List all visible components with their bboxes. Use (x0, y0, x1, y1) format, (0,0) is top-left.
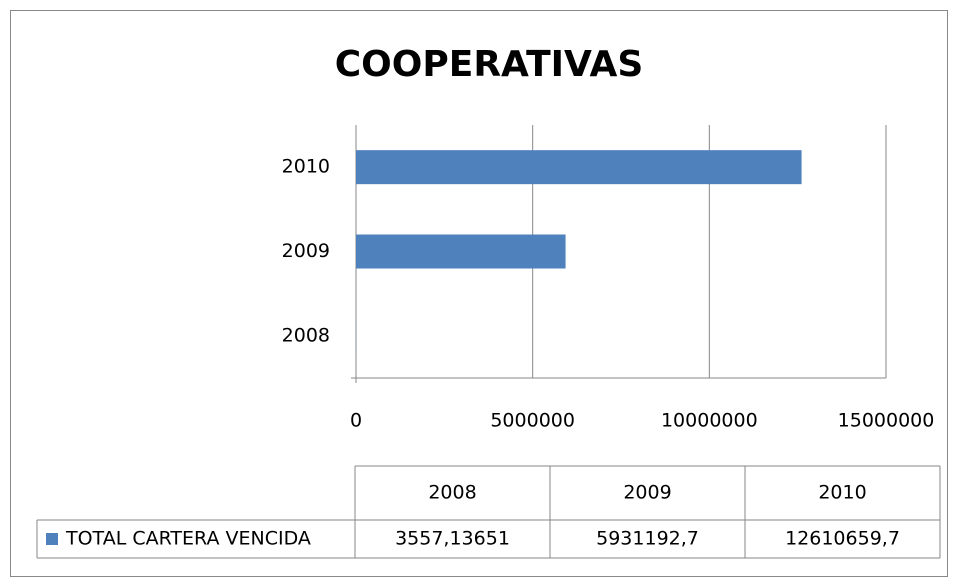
y-tick-label: 2008 (282, 324, 330, 346)
x-tick-label: 10000000 (661, 410, 758, 432)
bar (356, 150, 802, 185)
y-tick-label: 2009 (282, 240, 330, 262)
table-value: 5931192,7 (596, 528, 699, 550)
table-header: 2010 (818, 482, 866, 504)
legend-label: TOTAL CARTERA VENCIDA (65, 528, 311, 550)
x-tick-label: 5000000 (490, 410, 575, 432)
table-header: 2009 (623, 482, 671, 504)
legend-swatch (46, 533, 58, 545)
bar (356, 234, 566, 269)
table-value: 3557,13651 (395, 528, 510, 550)
table-value: 12610659,7 (785, 528, 900, 550)
chart-title: COOPERATIVAS (335, 44, 644, 85)
x-tick-label: 0 (350, 410, 362, 432)
y-tick-label: 2010 (282, 156, 330, 178)
chart-border (10, 10, 948, 577)
x-tick-label: 15000000 (838, 410, 935, 432)
table-header: 2008 (428, 482, 476, 504)
